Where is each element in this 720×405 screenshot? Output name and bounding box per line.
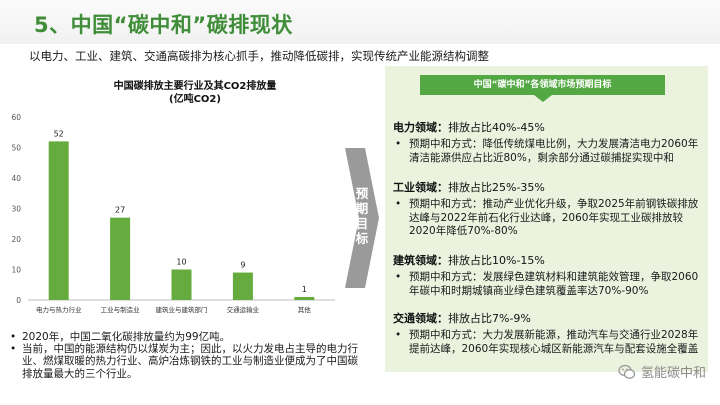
sector-plan: 预期中和方式：发展绿色建筑材料和建筑能效管理，争取2060年碳中和时期城镇商业绿… [393,271,705,298]
sector-plan: 预期中和方式：大力发展新能源，推动汽车与交通行业2028年提前达峰，2060年实… [393,329,705,356]
y-tick-label: 10 [11,266,21,275]
sector-plan: 预期中和方式：推动产业优化升级，争取2025年前钢铁碳排放达峰与2022年前石化… [393,198,705,239]
watermark: 氢能碳中和 [618,362,706,381]
sector-name: 电力领域： [393,121,448,134]
x-tick-label: 交通运输业 [227,305,260,314]
sector-plan: 预期中和方式：降低传统煤电比例，大力发展清洁电力2060年清洁能源供应占比近80… [393,138,705,165]
sector-share: 排放占比25%-35% [448,181,545,194]
targets-panel: 中国“碳中和”各领域市场预期目标 电力领域：排放占比40%-45% 预期中和方式… [385,66,708,372]
sector-name: 交通领域： [393,312,448,325]
wechat-icon [618,364,636,379]
x-tick-label: 工业与制造业 [101,305,141,314]
sector-transport: 交通领域：排放占比7%-9% 预期中和方式：大力发展新能源，推动汽车与交通行业2… [393,312,705,356]
sector-share: 排放占比10%-15% [448,254,545,267]
x-tick-label: 建筑业与建筑部门 [156,305,208,314]
title-bar: 5、中国“碳中和”碳排现状 [0,0,720,44]
sector-power: 电力领域：排放占比40%-45% 预期中和方式：降低传统煤电比例，大力发展清洁电… [393,121,705,165]
bar [232,272,253,300]
data-label: 9 [240,261,245,270]
notes-list: 2020年，中国二氧化碳排放量约为99亿吨。 当前，中国的能源结构仍以煤炭为主；… [8,331,360,380]
bar [294,296,315,300]
chart-title: 中国碳排放主要行业及其CO2排放量 (亿吨CO2) [70,80,320,106]
note-item: 2020年，中国二氧化碳排放量约为99亿吨。 [8,331,360,343]
data-label: 52 [54,129,64,138]
bar [110,217,131,300]
y-tick-label: 60 [11,113,21,122]
y-tick-label: 40 [11,174,21,183]
sector-building: 建筑领域：排放占比10%-15% 预期中和方式：发展绿色建筑材料和建筑能效管理，… [393,254,705,298]
y-tick-label: 50 [11,144,21,153]
note-item: 当前，中国的能源结构仍以煤炭为主；因此，以火力发电占主导的电力行业、燃煤取暖的热… [8,343,360,380]
watermark-text: 氢能碳中和 [640,366,706,381]
sector-name: 建筑领域： [393,254,448,267]
arrow-chevron-icon [345,148,379,288]
data-label: 1 [302,285,307,294]
y-tick-label: 30 [11,205,21,214]
arrow-label: 预 期 目 标 [355,186,369,246]
sector-share: 排放占比40%-45% [448,121,545,134]
data-label: 10 [176,258,186,267]
panel-header: 中国“碳中和”各领域市场预期目标 [420,75,665,102]
y-tick-label: 20 [11,235,21,244]
x-tick-label: 其他 [298,305,312,314]
page-title: 5、中国“碳中和”碳排现状 [34,13,293,37]
data-label: 27 [115,206,125,215]
sector-name: 工业领域： [393,181,448,194]
sector-share: 排放占比7%-9% [448,312,531,325]
y-tick-label: 0 [16,296,21,305]
sector-industry: 工业领域：排放占比25%-35% 预期中和方式：推动产业优化升级，争取2025年… [393,181,705,239]
chart-title-text: 中国碳排放主要行业及其CO2排放量 (亿吨CO2) [113,81,277,105]
bar-chart: 0 10 20 30 40 50 60 52 电力与热力行业 27 工业与制造业 10 建筑业与建筑部门… [11,113,335,314]
page-subtitle: 以电力、工业、建筑、交通高碳排为核心抓手，推动降低碳排，实现传统产业能源结构调整 [29,49,489,63]
bar [171,269,192,300]
x-tick-label: 电力与热力行业 [36,305,82,314]
bar [48,141,69,300]
